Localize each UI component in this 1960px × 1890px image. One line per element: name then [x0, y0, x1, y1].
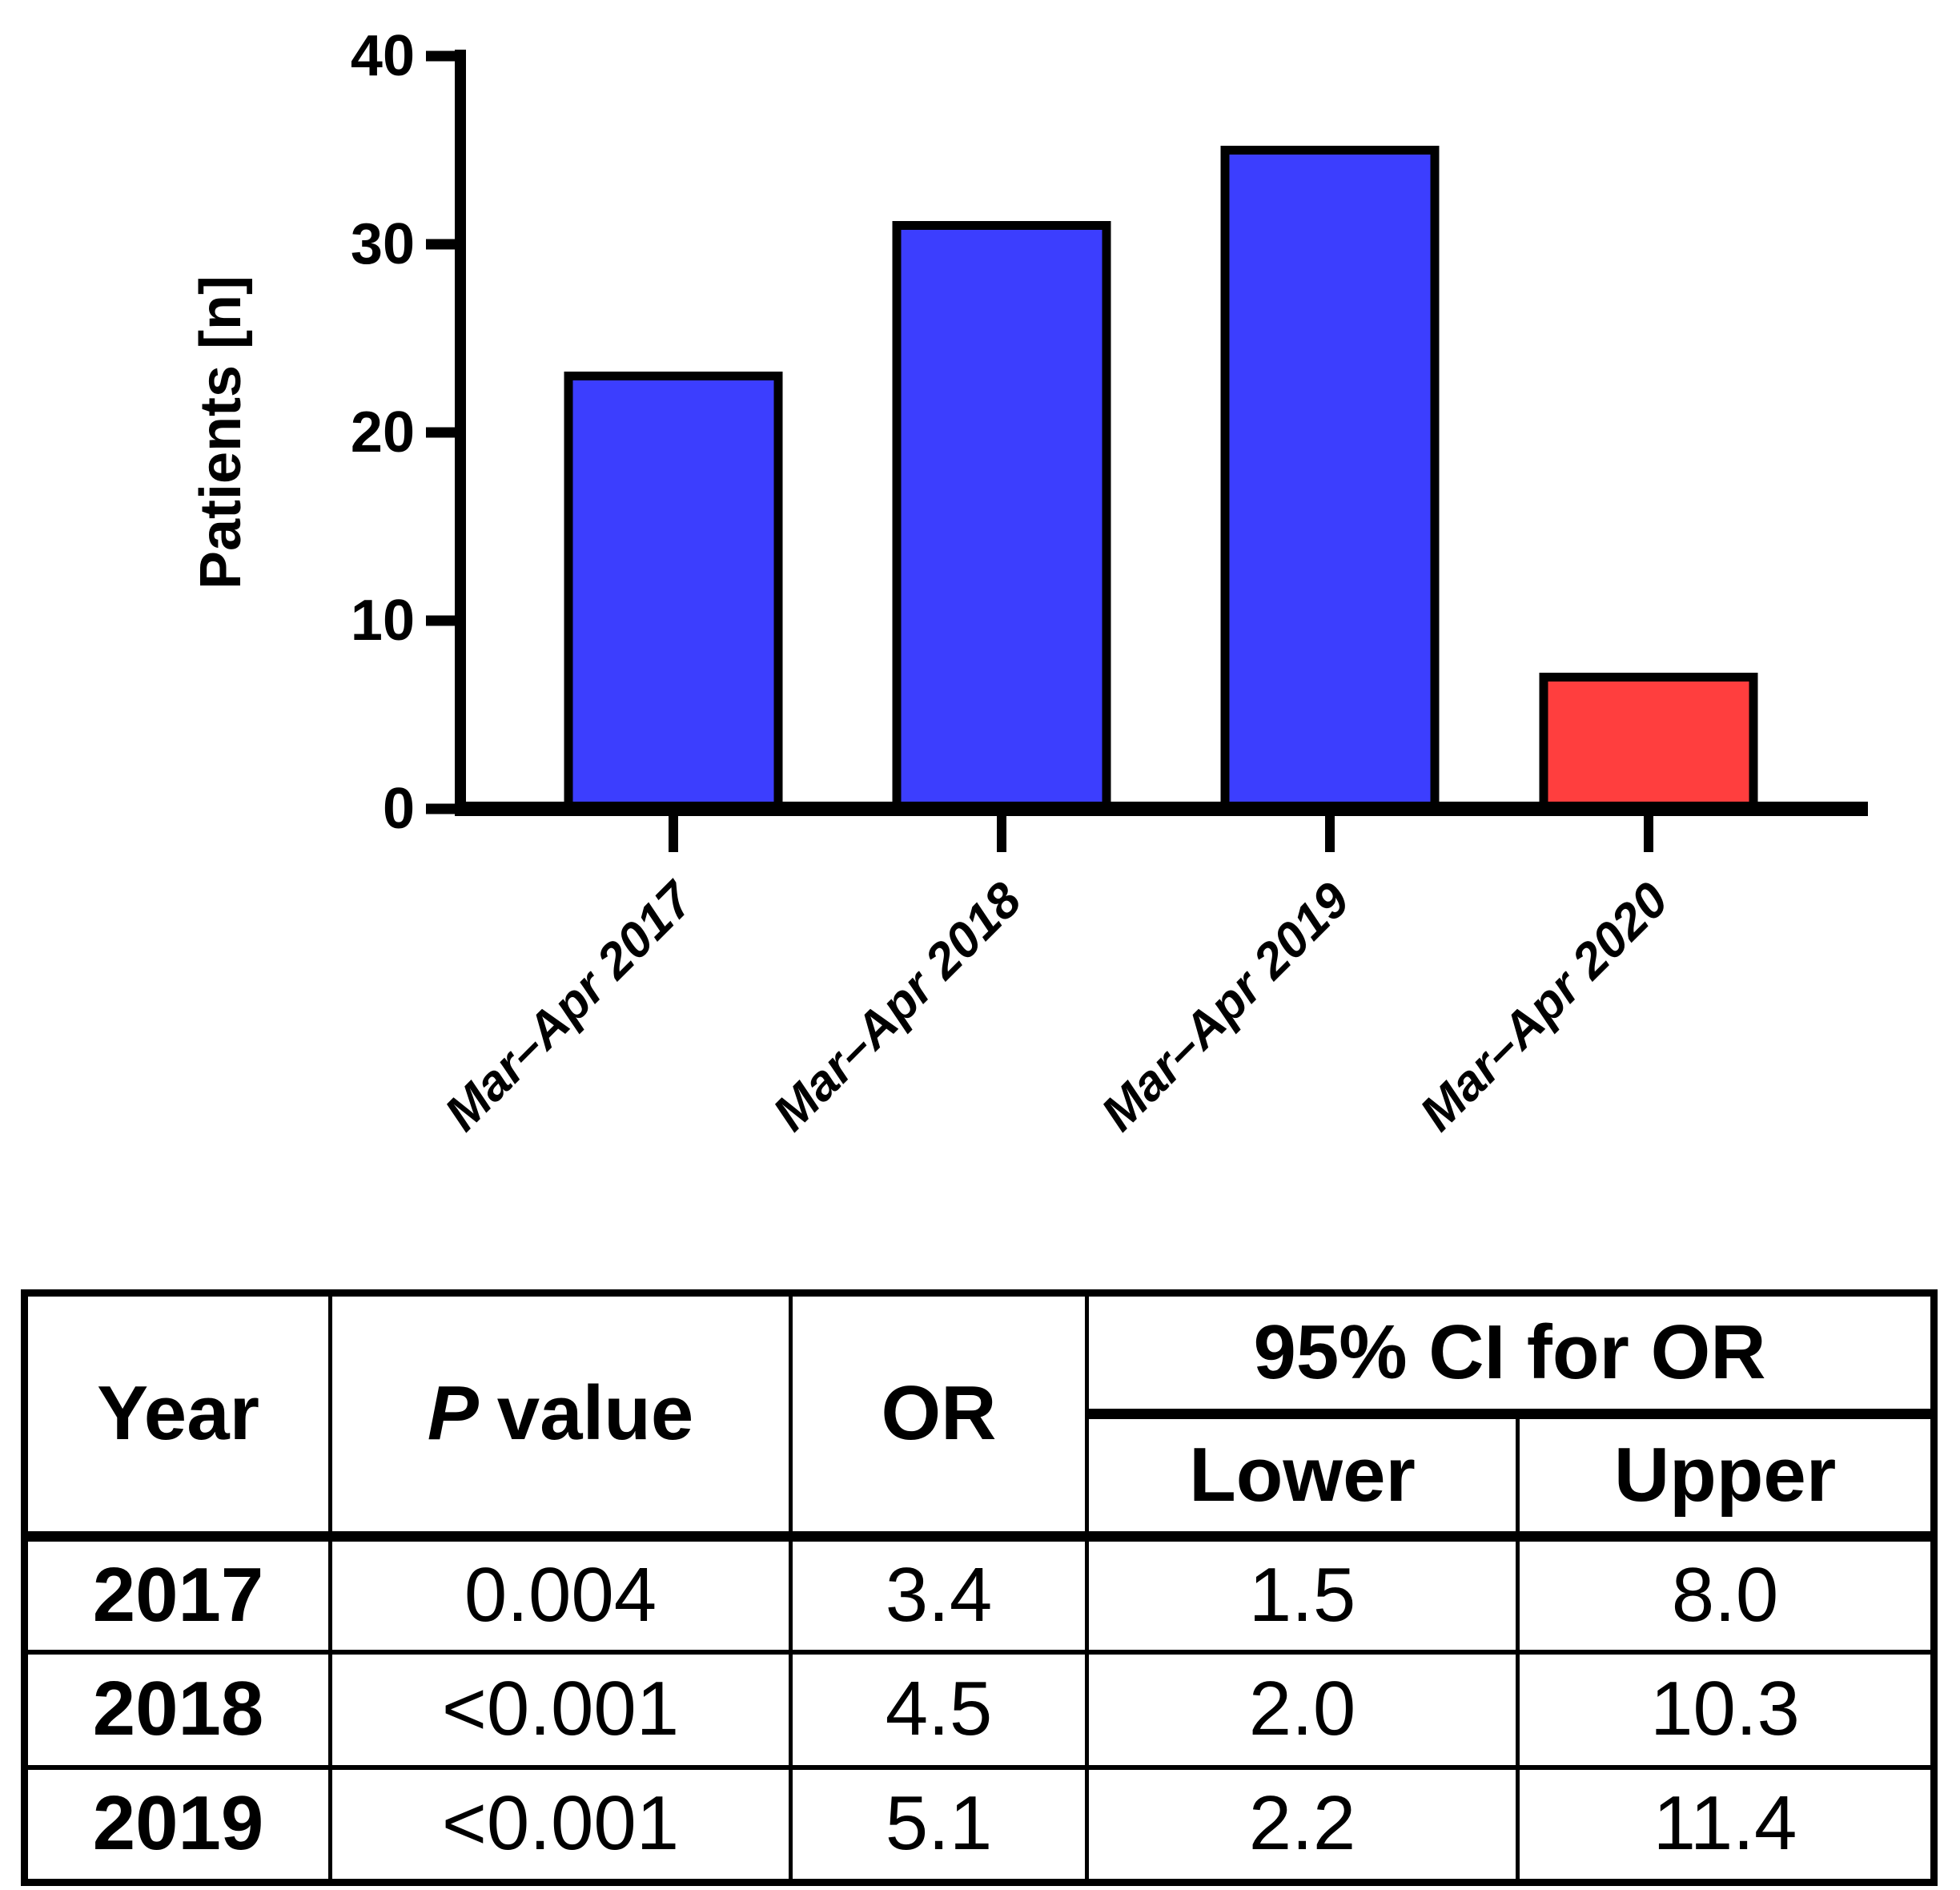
- or-cell: 4.5: [789, 1649, 1089, 1770]
- year-cell: 2017: [22, 1534, 332, 1655]
- lower-cell: 2.0: [1085, 1649, 1520, 1770]
- lower-cell: 1.5: [1085, 1534, 1520, 1655]
- upper-cell: 8.0: [1516, 1534, 1936, 1655]
- bar-2018: [892, 221, 1111, 814]
- year-header-cell: Year: [22, 1291, 332, 1542]
- ci-header-cell: 95% CI for OR: [1085, 1291, 1936, 1419]
- y-axis-title: Patients [n]: [189, 275, 253, 589]
- year-cell: 2019: [22, 1764, 332, 1885]
- p-value-cell: <0.001: [328, 1649, 793, 1770]
- x-tick-label: Mar–Apr 2017: [435, 871, 705, 1141]
- p-value-cell: 0.004: [328, 1534, 793, 1655]
- y-tick-label: 30: [351, 212, 415, 276]
- table-row: 2017 0.004 3.4 1.5 8.0: [22, 1534, 1936, 1655]
- table-row: 2019 <0.001 5.1 2.2 11.4: [22, 1764, 1936, 1885]
- or-header-cell: OR: [789, 1291, 1089, 1542]
- lower-cell: 2.2: [1085, 1764, 1520, 1885]
- table-header-row-2: Lower Upper: [25, 1412, 1936, 1542]
- bar-2020: [1539, 673, 1758, 814]
- x-tick-label: Mar–Apr 2020: [1410, 872, 1679, 1141]
- or-cell: 5.1: [789, 1764, 1089, 1885]
- p-value-header-italic: P: [427, 1370, 479, 1457]
- year-cell: 2018: [22, 1649, 332, 1770]
- lower-header-cell: Lower: [1085, 1412, 1520, 1542]
- upper-header-cell: Upper: [1516, 1412, 1936, 1542]
- bar-chart: 0 10 20 30 40 Mar–Apr 2017 Mar–Apr 2018 Mar–Apr…: [189, 24, 1868, 1142]
- y-tick-label: 0: [383, 777, 415, 841]
- or-cell: 3.4: [789, 1534, 1089, 1655]
- p-value-cell: <0.001: [328, 1764, 793, 1885]
- p-value-header-rest: value: [496, 1370, 694, 1457]
- upper-cell: 11.4: [1516, 1764, 1936, 1885]
- y-tick-label: 40: [351, 24, 415, 88]
- x-tick-label: Mar–Apr 2019: [1091, 872, 1361, 1142]
- x-tick-label: Mar–Apr 2018: [763, 872, 1033, 1142]
- y-tick-label: 10: [351, 589, 415, 653]
- stats-table-body: 2017 0.004 3.4 1.5 8.0 2018 <0.001 4.5 2…: [22, 1534, 1936, 1885]
- bar-2019: [1220, 146, 1440, 814]
- table-row: 2018 <0.001 4.5 2.0 10.3: [22, 1649, 1936, 1770]
- upper-cell: 10.3: [1516, 1649, 1936, 1770]
- y-tick-label: 20: [351, 400, 415, 464]
- bar-2017: [564, 372, 783, 814]
